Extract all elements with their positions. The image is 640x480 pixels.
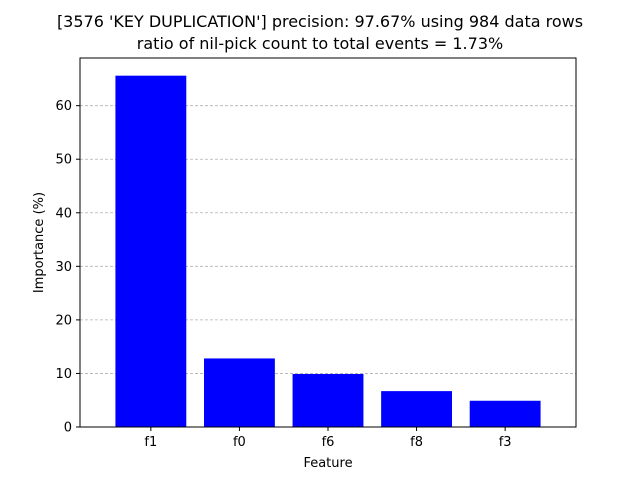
y-axis-label: Importance (%) [32,192,47,293]
x-tick-label: f1 [144,435,157,450]
bar-f8 [381,391,452,427]
bar-f6 [292,373,364,427]
bar-f0 [204,358,275,427]
x-tick-label: f0 [233,435,246,450]
chart-title-line-2: ratio of nil-pick count to total events … [136,34,504,53]
x-tick-label: f8 [410,435,423,450]
y-tick-label: 60 [55,99,72,114]
y-tick-label: 30 [55,260,72,275]
x-axis-label: Feature [303,456,352,471]
x-axis-ticks: f1 f0 f6 f8 f3 [144,427,512,450]
y-tick-label: 20 [55,313,72,328]
bar-f3 [469,400,541,427]
chart-title-line-1: [3576 'KEY DUPLICATION'] precision: 97.6… [56,12,584,31]
y-tick-label: 0 [64,421,72,436]
bars [115,75,541,428]
y-axis-ticks: 0 10 20 30 40 50 60 [55,99,80,436]
y-tick-label: 10 [55,367,72,382]
y-tick-label: 40 [55,206,72,221]
x-tick-label: f3 [499,435,512,450]
x-tick-label: f6 [322,435,335,450]
y-tick-label: 50 [55,153,72,168]
bar-f1 [115,75,187,428]
